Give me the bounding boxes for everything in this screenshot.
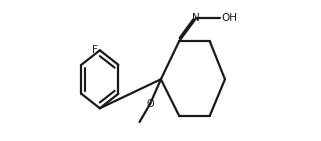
Text: OH: OH <box>221 13 238 23</box>
Text: F: F <box>91 45 98 55</box>
Text: N: N <box>192 13 200 23</box>
Text: O: O <box>146 99 154 109</box>
